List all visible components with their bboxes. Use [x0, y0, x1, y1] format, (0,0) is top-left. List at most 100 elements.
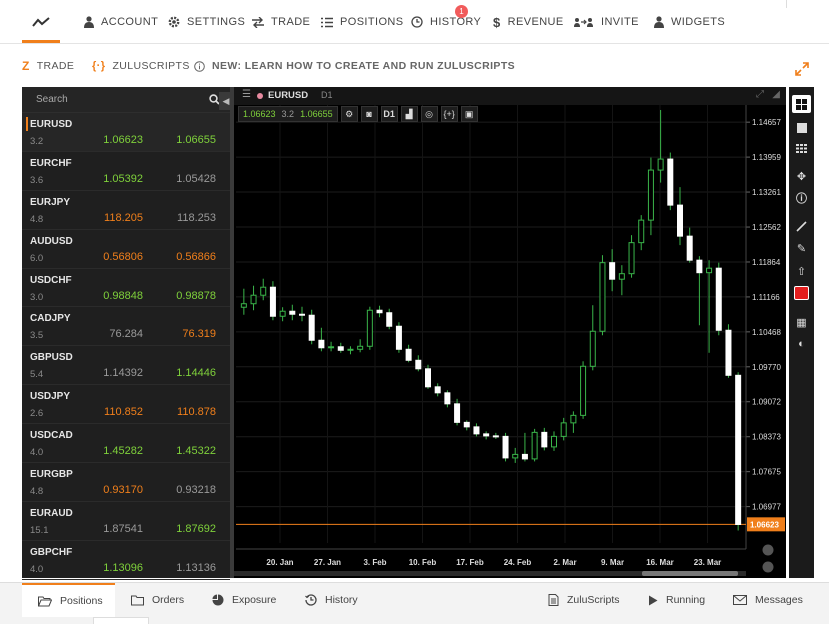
candle-body [696, 259, 703, 274]
tab-zuluscripts[interactable]: ZuluScripts [548, 583, 620, 617]
nav-revenue[interactable]: $ REVENUE [493, 0, 564, 44]
x-tick-label: 2. Mar [553, 558, 576, 567]
bid-price[interactable]: 118.205 [104, 211, 143, 224]
home-chart-tab[interactable] [22, 0, 60, 44]
ask-price[interactable]: 0.56866 [176, 250, 216, 263]
arrow-up-button[interactable]: ⇧ [792, 262, 811, 280]
watchlist-row-eurusd[interactable]: EURUSD 3.2 1.06623 1.06655 [22, 113, 230, 152]
ask-price[interactable]: 0.93218 [176, 484, 216, 497]
tab-history-label: History [325, 594, 358, 606]
nav-settings[interactable]: SETTINGS [168, 0, 245, 44]
nav-trade-label: TRADE [271, 16, 311, 28]
ask-price[interactable]: 118.253 [177, 211, 216, 224]
ask-price[interactable]: 1.13136 [176, 561, 216, 574]
watchlist-row-gbpusd[interactable]: GBPUSD 5.4 1.14392 1.14446 [22, 346, 230, 386]
nav-widgets[interactable]: WIDGETS [654, 0, 725, 44]
tab-running[interactable]: Running [648, 583, 705, 617]
bid-price[interactable]: 110.852 [104, 406, 143, 419]
ask-price[interactable]: 0.98878 [176, 289, 216, 302]
tab-history[interactable]: History [305, 583, 358, 617]
ask-price[interactable]: 1.87692 [176, 522, 216, 535]
bid-price[interactable]: 1.06623 [103, 134, 143, 146]
film-button[interactable]: ▦ [792, 313, 811, 331]
chart-symbol[interactable]: EURUSD [268, 90, 309, 101]
ask-price[interactable]: 1.45322 [176, 445, 216, 458]
ask-price[interactable]: 1.06655 [176, 134, 216, 146]
chart-type-button[interactable]: ▟ [400, 106, 418, 122]
bid-price[interactable]: 0.98848 [103, 289, 143, 302]
watchlist-row-gbpchf[interactable]: GBPCHF 4.0 1.13096 1.13136 [22, 541, 230, 580]
ask-price[interactable]: 1.05428 [176, 172, 216, 185]
watchlist-row-cadjpy[interactable]: CADJPY 3.5 76.284 76.319 [22, 307, 230, 347]
tab-positions[interactable]: Positions [22, 583, 115, 617]
nav-positions[interactable]: POSITIONS [321, 0, 404, 44]
bid-price[interactable]: 0.93170 [103, 484, 143, 497]
bid-price[interactable]: 1.05392 [103, 172, 143, 185]
watchlist-row-usdjpy[interactable]: USDJPY 2.6 110.852 110.878 [22, 385, 230, 425]
nav-account-label: ACCOUNT [101, 16, 159, 28]
nav-history[interactable]: HISTORY [411, 0, 481, 44]
expand-icon[interactable] [795, 62, 809, 76]
timeframe-button[interactable]: D1 [380, 106, 398, 122]
ask-price[interactable]: 76.319 [182, 328, 216, 341]
watchlist-row-usdcad[interactable]: USDCAD 4.0 1.45282 1.45322 [22, 424, 230, 464]
subnav-zuluscripts[interactable]: {·} ZULUSCRIPTS [92, 45, 190, 87]
watchlist-row-audusd[interactable]: AUDUSD 6.0 0.56806 0.56866 [22, 230, 230, 269]
candlestick-chart[interactable]: 1.14657 1.13959 1.13261 1.12562 1.11864 1.111… [234, 87, 786, 578]
bid-price[interactable]: 0.56806 [103, 250, 143, 263]
subnav-trade[interactable]: Z TRADE [22, 45, 74, 87]
symbol-label: CADJPY [30, 313, 71, 325]
bid-price[interactable]: 76.284 [109, 328, 143, 341]
scrollbar-thumb[interactable] [642, 571, 738, 576]
nav-invite[interactable]: INVITE [574, 0, 639, 44]
chart-settings-button[interactable]: ⚙ [340, 106, 358, 122]
resize-corner-icon[interactable]: ◢ [772, 89, 780, 100]
script-button[interactable]: {+} [440, 106, 458, 122]
screenshot-button[interactable]: ◙ [360, 106, 378, 122]
y-tick-label: 1.12562 [752, 223, 781, 232]
ask-price[interactable]: 1.14446 [176, 367, 216, 380]
bid-price[interactable]: 1.45282 [103, 445, 143, 458]
chart-timeframe[interactable]: D1 [321, 90, 333, 100]
watchlist-row-eurjpy[interactable]: EURJPY 4.8 118.205 118.253 [22, 191, 230, 230]
zoom-in-button[interactable] [762, 544, 774, 556]
image-button[interactable]: ▣ [460, 106, 478, 122]
pencil-icon: ✎ [796, 242, 807, 255]
indicator-button[interactable]: ◎ [420, 106, 438, 122]
info-button[interactable]: ⓘ [792, 189, 811, 207]
nav-account[interactable]: ACCOUNT [84, 0, 158, 44]
ask-price[interactable]: 110.878 [177, 406, 216, 419]
panel-splitter[interactable] [230, 87, 234, 578]
subnav-news[interactable]: NEW: LEARN HOW TO CREATE AND RUN ZULUSCR… [194, 45, 515, 87]
menu-icon[interactable]: ☰ [242, 89, 251, 100]
fullscreen-icon[interactable]: ⤢ [756, 89, 764, 100]
watchlist-row-eurgbp[interactable]: EURGBP 4.8 0.93170 0.93218 [22, 463, 230, 502]
nav-trade[interactable]: TRADE [252, 0, 310, 44]
watchlist-row-usdchf[interactable]: USDCHF 3.0 0.98848 0.98878 [22, 269, 230, 308]
layout-single-button[interactable] [792, 119, 811, 137]
bid-price[interactable]: 1.13096 [103, 561, 143, 574]
tab-orders[interactable]: Orders [131, 583, 184, 617]
bid-price[interactable]: 1.14392 [103, 367, 143, 380]
spread-value: 4.8 [30, 213, 44, 225]
trendline-button[interactable] [792, 217, 811, 235]
tab-messages[interactable]: Messages [733, 583, 803, 617]
layout-nine-button[interactable] [792, 139, 811, 157]
chart-panel[interactable]: 1.14657 1.13959 1.13261 1.12562 1.11864 1.111… [234, 87, 786, 578]
layout-four-button[interactable] [792, 95, 811, 113]
crosshair-button[interactable]: ✥ [792, 167, 811, 185]
watchlist-search[interactable]: Search [22, 87, 230, 113]
tab-exposure[interactable]: Exposure [212, 583, 276, 617]
theme-toggle-button[interactable]: ◐ [792, 335, 811, 353]
pencil-button[interactable]: ✎ [792, 239, 811, 257]
watchlist-row-eurchf[interactable]: EURCHF 3.6 1.05392 1.05428 [22, 152, 230, 191]
search-input[interactable]: Search [36, 94, 68, 105]
bid-price[interactable]: 1.87541 [103, 522, 143, 535]
color-picker-button[interactable] [792, 284, 811, 302]
search-icon[interactable] [209, 94, 220, 105]
zoom-out-button[interactable] [762, 561, 774, 573]
collapse-panel-button[interactable]: ◀ [219, 92, 233, 110]
symbol-label: EURAUD [30, 507, 73, 519]
watchlist-row-euraud[interactable]: EURAUD 15.1 1.87541 1.87692 [22, 502, 230, 541]
y-tick-label: 1.14657 [752, 118, 781, 127]
